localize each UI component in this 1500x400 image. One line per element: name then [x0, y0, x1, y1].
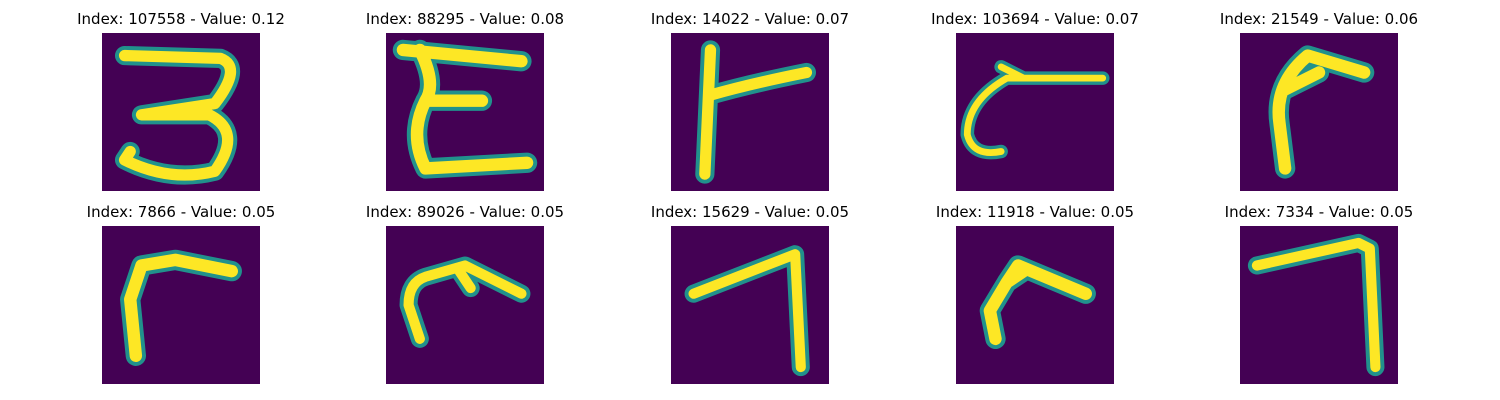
- glyph-image: [1240, 226, 1398, 384]
- glyph-image: [102, 33, 260, 191]
- panel-title: Index: 14022 - Value: 0.07: [650, 10, 850, 28]
- panel-title: Index: 7866 - Value: 0.05: [86, 203, 276, 221]
- panel-title: Index: 103694 - Value: 0.07: [931, 10, 1139, 28]
- panel-title: Index: 11918 - Value: 0.05: [935, 203, 1135, 221]
- panel-title: Index: 21549 - Value: 0.06: [1219, 10, 1419, 28]
- panel-4: Index: 103694 - Value: 0.07: [925, 10, 1145, 200]
- glyph-image: [956, 226, 1114, 384]
- glyph-image: [671, 226, 829, 384]
- panel-title: Index: 88295 - Value: 0.08: [365, 10, 565, 28]
- panel-3: Index: 14022 - Value: 0.07: [640, 10, 860, 200]
- panel-6: Index: 7866 - Value: 0.05: [71, 203, 291, 393]
- glyph-image: [1240, 33, 1398, 191]
- panel-title: Index: 89026 - Value: 0.05: [365, 203, 565, 221]
- glyph-image: [671, 33, 829, 191]
- panel-title: Index: 107558 - Value: 0.12: [77, 10, 285, 28]
- panel-8: Index: 15629 - Value: 0.05: [640, 203, 860, 393]
- glyph-image: [102, 226, 260, 384]
- panel-2: Index: 88295 - Value: 0.08: [355, 10, 575, 200]
- panel-1: Index: 107558 - Value: 0.12: [71, 10, 291, 200]
- panel-title: Index: 15629 - Value: 0.05: [650, 203, 850, 221]
- glyph-image: [386, 226, 544, 384]
- panel-title: Index: 7334 - Value: 0.05: [1224, 203, 1414, 221]
- glyph-image: [956, 33, 1114, 191]
- panel-10: Index: 7334 - Value: 0.05: [1209, 203, 1429, 393]
- glyph-image: [386, 33, 544, 191]
- panel-5: Index: 21549 - Value: 0.06: [1209, 10, 1429, 200]
- panel-9: Index: 11918 - Value: 0.05: [925, 203, 1145, 393]
- panel-7: Index: 89026 - Value: 0.05: [355, 203, 575, 393]
